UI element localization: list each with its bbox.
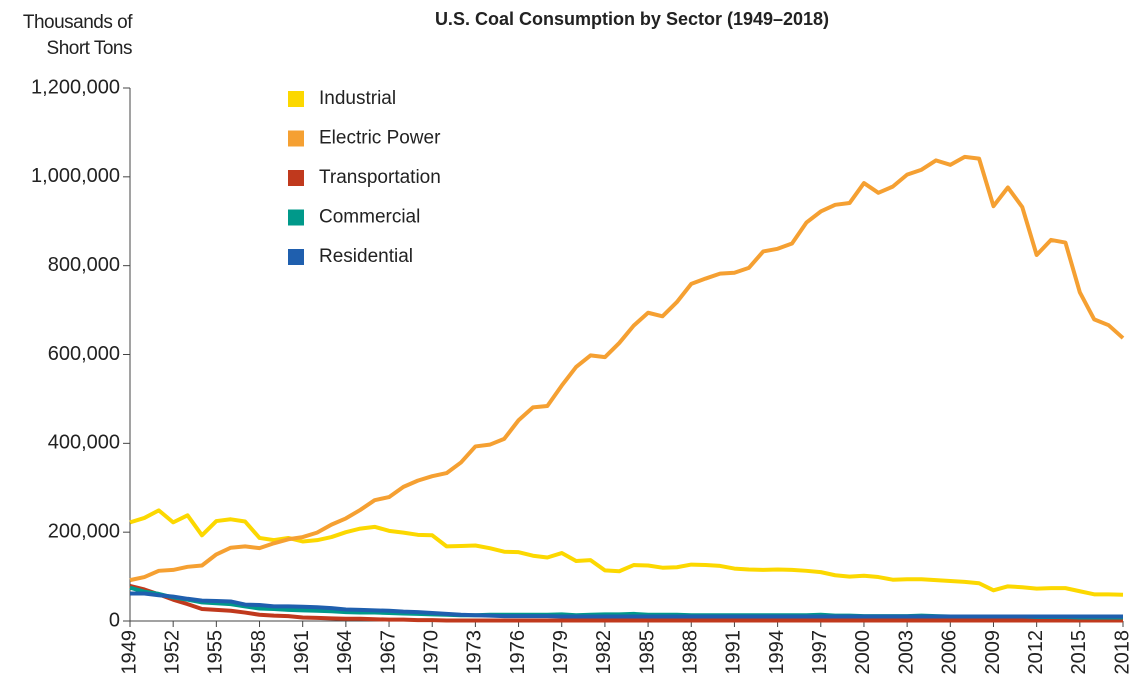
- x-tick-label: 1973: [464, 630, 486, 675]
- x-tick-label: 1994: [766, 630, 788, 675]
- legend-swatch: [288, 130, 304, 147]
- x-tick-label: 1949: [118, 630, 140, 675]
- x-tick-label: 1979: [550, 630, 572, 675]
- x-tick-label: 1970: [420, 630, 442, 675]
- legend-swatch: [288, 249, 304, 265]
- x-tick-label: 1955: [205, 630, 227, 675]
- legend-swatch: [288, 209, 304, 226]
- x-tick-label: 1988: [680, 630, 702, 675]
- x-tick-label: 1976: [507, 630, 529, 675]
- x-tick-label: 1991: [723, 630, 745, 675]
- y-tick-label: 800,000: [48, 254, 120, 276]
- x-tick-label: 1961: [291, 630, 313, 675]
- x-tick-label: 2006: [939, 630, 961, 675]
- y-axis-title: Thousands of Short Tons: [22, 12, 133, 59]
- x-tick-label: 2012: [1025, 630, 1047, 675]
- series-line: [129, 508, 1124, 597]
- y-tick-label: 1,200,000: [31, 76, 120, 98]
- x-tick-label: 1997: [809, 630, 831, 675]
- legend-label: Residential: [319, 246, 413, 267]
- x-tick-label: 2003: [895, 630, 917, 675]
- y-tick-label: 600,000: [48, 343, 120, 365]
- x-tick-label: 1982: [593, 630, 615, 675]
- series-line: [129, 583, 1123, 623]
- series-line: [129, 585, 1123, 620]
- x-tick-label: 2000: [852, 630, 874, 675]
- x-tick-label: 2018: [1111, 630, 1133, 675]
- y-tick-label: 1,000,000: [31, 165, 120, 187]
- legend-swatch: [288, 91, 304, 107]
- series-line: [129, 154, 1125, 583]
- x-tick-label: 1967: [377, 630, 399, 675]
- x-tick-label: 1958: [248, 630, 270, 675]
- x-tick-label: 1985: [636, 630, 658, 675]
- x-tick-label: 1964: [334, 630, 356, 675]
- y-tick-label: 200,000: [48, 520, 120, 542]
- y-tick-label: 0: [109, 609, 120, 631]
- x-tick-label: 2015: [1068, 630, 1090, 675]
- legend-label: Commercial: [319, 207, 420, 228]
- series-line: [130, 591, 1123, 619]
- legend-label: Transportation: [319, 167, 441, 188]
- chart-title: U.S. Coal Consumption by Sector (1949–20…: [435, 9, 829, 29]
- x-tick-label: 1952: [161, 630, 183, 675]
- legend-swatch: [288, 170, 304, 186]
- legend-label: Electric Power: [319, 128, 441, 149]
- y-tick-label: 400,000: [48, 432, 120, 454]
- legend-label: Industrial: [319, 88, 396, 109]
- x-tick-label: 2009: [982, 630, 1004, 675]
